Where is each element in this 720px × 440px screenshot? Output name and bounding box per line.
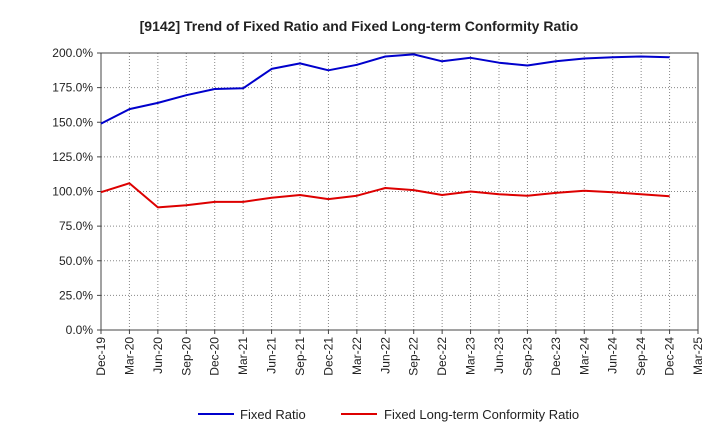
x-tick-label: Mar-22: [350, 337, 364, 375]
y-tick-label: 50.0%: [59, 254, 93, 268]
legend-label-2: Fixed Long-term Conformity Ratio: [384, 407, 579, 422]
y-axis-ticks: 0.0% 25.0% 50.0% 75.0% 100.0% 125.0% 150.0% 175…: [52, 46, 101, 337]
y-tick-label: 75.0%: [59, 219, 93, 233]
x-tick-label: Jun-20: [151, 337, 165, 374]
x-tick-label: Dec-23: [549, 337, 563, 376]
x-tick-label: Jun-24: [606, 337, 620, 374]
x-tick-label: Jun-21: [265, 337, 279, 374]
y-tick-label: 200.0%: [52, 46, 93, 60]
x-tick-label: Dec-21: [321, 337, 335, 376]
y-tick-label: 100.0%: [52, 185, 93, 199]
y-tick-label: 125.0%: [52, 150, 93, 164]
x-tick-label: Sep-21: [293, 337, 307, 376]
y-tick-label: 150.0%: [52, 115, 93, 129]
legend: Fixed Ratio Fixed Long-term Conformity Ra…: [198, 407, 579, 422]
x-axis-ticks: Dec-19 Mar-20 Jun-20 Sep-20 Dec-20 Mar-21 Jun-…: [94, 330, 705, 376]
x-tick-label: Mar-20: [122, 337, 136, 375]
x-tick-label: Sep-20: [179, 337, 193, 376]
x-tick-label: Mar-25: [691, 337, 705, 375]
series-lines: [100, 53, 670, 209]
x-tick-label: Dec-24: [663, 337, 677, 376]
x-tick-label: Dec-20: [208, 337, 222, 376]
x-tick-label: Sep-23: [520, 337, 534, 376]
x-tick-label: Jun-22: [378, 337, 392, 374]
y-tick-label: 175.0%: [52, 81, 93, 95]
y-tick-label: 0.0%: [66, 323, 94, 337]
x-tick-label: Mar-23: [464, 337, 478, 375]
x-tick-label: Jun-23: [492, 337, 506, 374]
x-tick-label: Dec-19: [94, 337, 108, 376]
chart-title: [9142] Trend of Fixed Ratio and Fixed Lo…: [140, 18, 579, 34]
y-tick-label: 25.0%: [59, 288, 93, 302]
x-tick-label: Dec-22: [435, 337, 449, 376]
x-tick-label: Sep-22: [407, 337, 421, 376]
x-tick-label: Sep-24: [634, 337, 648, 376]
legend-label-1: Fixed Ratio: [240, 407, 306, 422]
series-line-2: [100, 182, 670, 209]
series-line-1: [100, 53, 670, 125]
x-tick-label: Mar-21: [236, 337, 250, 375]
x-tick-label: Mar-24: [577, 337, 591, 375]
